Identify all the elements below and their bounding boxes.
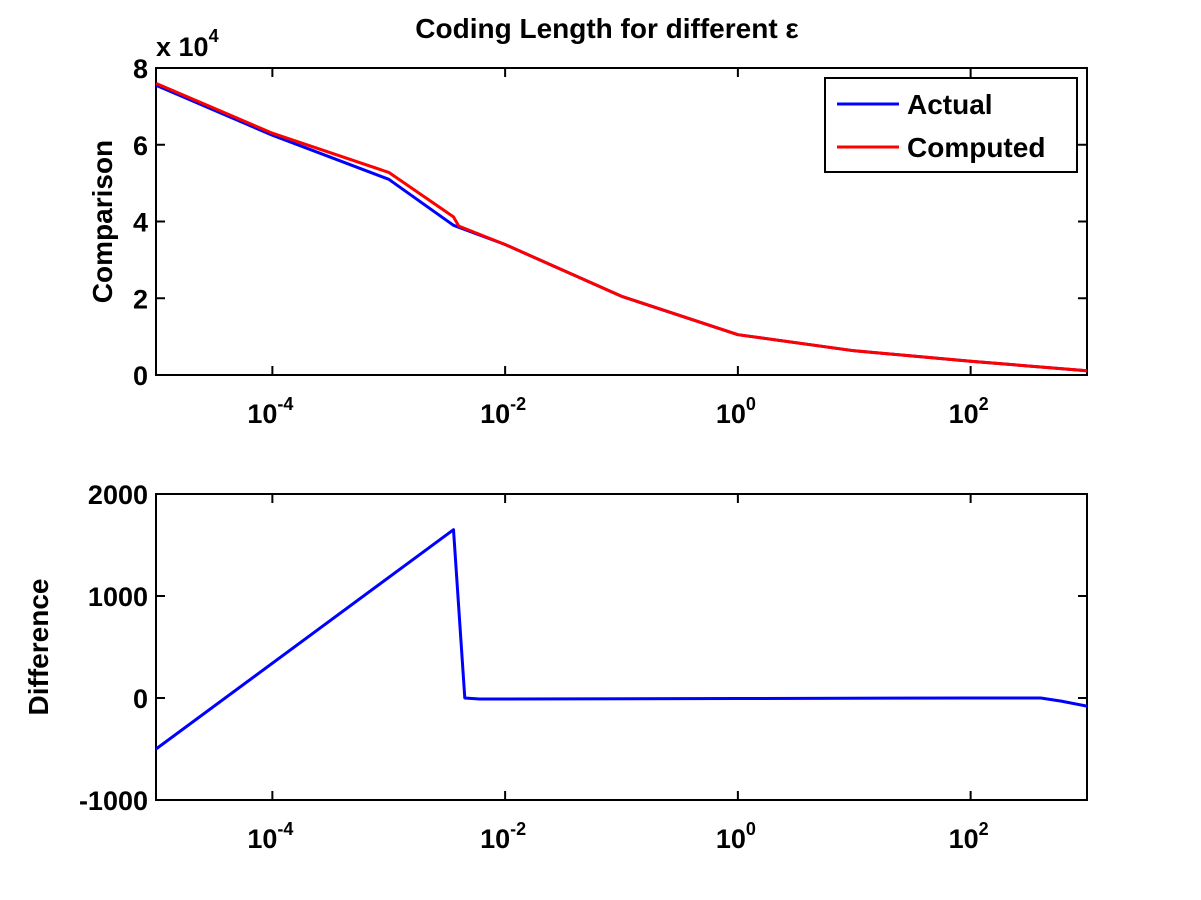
- bottom-xtick-label: 102: [949, 819, 989, 854]
- top-ytick-label: 6: [133, 131, 148, 161]
- bottom-xtick-label: 100: [716, 819, 756, 854]
- bottom-ytick-label: 2000: [88, 480, 148, 510]
- top-xtick-label: 100: [716, 394, 756, 429]
- top-ytick-label: 2: [133, 284, 148, 314]
- legend-box: [824, 77, 1078, 173]
- bottom-difference-series-line: [156, 528, 1087, 751]
- bottom-ytick-label: 1000: [88, 582, 148, 612]
- top-ytick-label: 4: [133, 208, 148, 238]
- top-xtick-label: 10-4: [247, 394, 293, 429]
- top-xtick-label: 10-2: [480, 394, 526, 429]
- bottom-xtick-label: 10-2: [480, 819, 526, 854]
- top-xtick-label: 102: [949, 394, 989, 429]
- legend-label-actual: Actual: [907, 89, 993, 120]
- bottom-axes-box: [155, 493, 1088, 801]
- bottom-ytick-label: -1000: [79, 786, 148, 816]
- top-ylabel: Comparison: [87, 140, 118, 303]
- bottom-ytick-label: 0: [133, 684, 148, 714]
- y-exponent-label: x 104: [156, 26, 219, 62]
- top-ytick-label: 0: [133, 361, 148, 391]
- top-ytick-label: 8: [133, 54, 148, 84]
- top-computed-series-line: [156, 82, 1087, 373]
- chart-title: Coding Length for different ε: [415, 13, 798, 44]
- legend-label-computed: Computed: [907, 132, 1045, 163]
- bottom-xtick-label: 10-4: [247, 819, 293, 854]
- bottom-ylabel: Difference: [23, 579, 54, 716]
